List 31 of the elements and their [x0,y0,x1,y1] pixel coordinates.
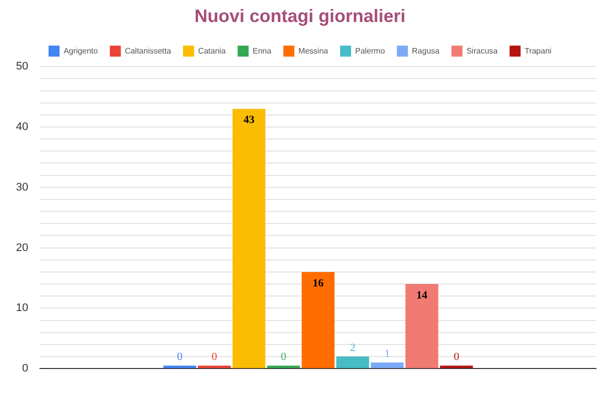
y-tick-label: 10 [16,302,28,314]
y-tick-label: 0 [22,362,28,375]
data-label: 43 [243,114,255,126]
data-label: 0 [177,350,184,363]
bar [302,272,335,368]
y-tick-label: 50 [16,60,28,73]
bar [198,366,231,368]
chart-title: Nuovi contagi giornalieri [194,6,406,26]
bar [267,366,300,368]
data-label: 16 [312,277,324,290]
legend-label: Messina [298,46,329,56]
legend-label: Catania [198,46,226,56]
data-label: 0 [280,350,287,363]
data-label: 0 [212,350,218,363]
y-tick-label: 20 [16,242,28,254]
legend-label: Trapani [524,46,552,56]
legend-label: Siracusa [466,46,498,56]
y-tick-label: 30 [16,181,28,194]
bar [163,366,196,368]
y-tick-label: 40 [16,121,28,134]
legend-label: Enna [252,46,272,56]
legend-label: Ragusa [412,46,440,56]
legend-label: Agrigento [64,46,98,56]
data-label: 1 [384,348,390,360]
bar [232,108,266,368]
data-label: 0 [454,350,460,363]
bar [440,366,473,368]
data-label: 2 [350,342,356,354]
data-label: 14 [416,289,428,302]
legend-label: Caltanissetta [124,46,172,56]
legend-label: Palermo [355,46,386,56]
